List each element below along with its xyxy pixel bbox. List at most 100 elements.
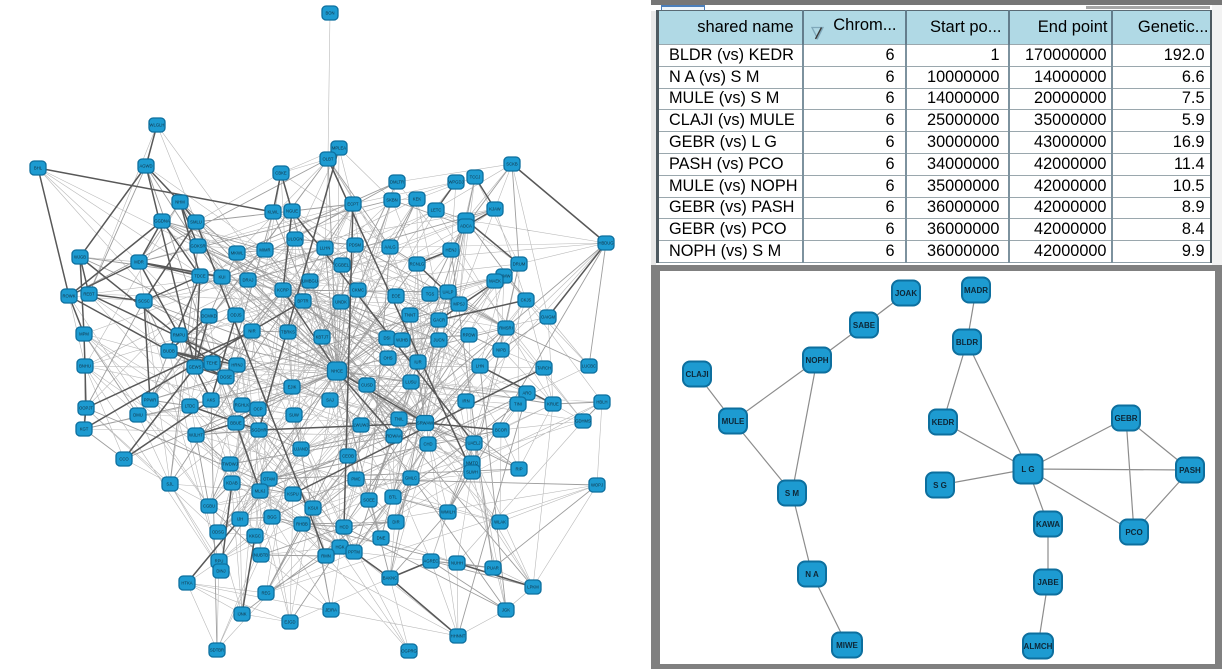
- svg-text:GEWS: GEWS: [189, 365, 202, 370]
- svg-text:RGHLK: RGHLK: [235, 403, 250, 408]
- svg-text:ODJS: ODJS: [230, 313, 241, 318]
- svg-text:DRAJ: DRAJ: [243, 278, 254, 283]
- svg-text:DMLTR: DMLTR: [390, 180, 404, 185]
- svg-text:EJGD: EJGD: [284, 620, 295, 625]
- svg-text:MIMR: MIMR: [259, 248, 270, 253]
- svg-text:GDHMS: GDHMS: [575, 419, 591, 424]
- svg-text:SABE: SABE: [853, 321, 876, 330]
- svg-text:KJAW: KJAW: [489, 207, 501, 212]
- svg-text:GOKSR: GOKSR: [190, 244, 205, 249]
- svg-text:ARO: ARO: [522, 391, 532, 396]
- svg-text:RMSRI: RMSRI: [499, 326, 513, 331]
- svg-text:PASH: PASH: [1179, 466, 1201, 475]
- svg-text:RMN: RMN: [321, 554, 331, 559]
- svg-text:KUI: KUI: [219, 275, 226, 280]
- svg-text:HCD: HCD: [339, 525, 348, 530]
- svg-text:ROWK: ROWK: [62, 294, 75, 299]
- svg-text:SLWH: SLWH: [466, 470, 478, 475]
- svg-text:KEK: KEK: [413, 197, 422, 202]
- svg-text:OHS: OHS: [383, 356, 392, 361]
- svg-text:UMBGU: UMBGU: [302, 279, 318, 284]
- svg-text:KBTJT: KBTJT: [316, 335, 329, 340]
- svg-text:REBT: REBT: [83, 292, 95, 297]
- svg-text:MAEK: MAEK: [489, 279, 501, 284]
- svg-text:HRNJ: HRNJ: [231, 363, 242, 368]
- svg-text:TARCH: TARCH: [537, 366, 551, 371]
- svg-text:S G: S G: [933, 481, 947, 490]
- svg-text:MDR: MDR: [134, 260, 144, 265]
- svg-text:DRUM: DRUM: [513, 262, 526, 267]
- svg-text:RPU: RPU: [215, 559, 224, 564]
- svg-text:BLDR: BLDR: [956, 338, 978, 347]
- svg-text:EOE: EOE: [392, 294, 401, 299]
- svg-text:S M: S M: [785, 489, 800, 498]
- svg-text:LETC: LETC: [431, 208, 442, 213]
- svg-text:KLWL: KLWL: [267, 210, 279, 215]
- svg-text:NIR: NIR: [248, 329, 255, 334]
- svg-text:DGSE: DGSE: [220, 375, 232, 380]
- svg-text:TNNT: TNNT: [404, 313, 416, 318]
- svg-text:DSI: DSI: [384, 336, 391, 341]
- svg-text:CCO: CCO: [119, 457, 129, 462]
- svg-text:PUMW: PUMW: [497, 274, 510, 279]
- svg-text:ALMCH: ALMCH: [1024, 642, 1053, 651]
- svg-text:JGK: JGK: [502, 608, 510, 613]
- svg-text:DCMKD: DCMKD: [201, 314, 216, 319]
- svg-text:NUHH: NUHH: [451, 561, 463, 566]
- svg-text:OCP: OCP: [253, 407, 262, 412]
- svg-text:RPDW: RPDW: [463, 333, 476, 338]
- svg-text:MADR: MADR: [964, 286, 988, 295]
- svg-text:BON: BON: [325, 11, 334, 16]
- svg-text:DIR: DIR: [392, 520, 399, 525]
- svg-text:UAELJ: UAELJ: [467, 441, 480, 446]
- svg-text:CHD: CHD: [423, 442, 432, 447]
- svg-text:LHN: LHN: [476, 364, 484, 369]
- svg-text:RHBB: RHBB: [296, 522, 308, 527]
- svg-text:BNHU: BNHU: [79, 364, 91, 369]
- svg-text:TWDWJ: TWDWJ: [222, 462, 238, 467]
- svg-text:LWUWJ: LWUWJ: [353, 423, 368, 428]
- svg-text:KSUI: KSUI: [308, 506, 318, 511]
- svg-text:DINJ: DINJ: [216, 569, 225, 574]
- svg-text:RDWAA: RDWAA: [386, 434, 402, 439]
- svg-text:IUR: IUR: [414, 360, 421, 365]
- svg-text:HHNNT: HHNNT: [451, 634, 466, 639]
- svg-text:AKS: AKS: [207, 398, 216, 403]
- svg-text:SJL: SJL: [166, 482, 174, 487]
- svg-text:CUSD: CUSD: [361, 383, 373, 388]
- svg-text:IJNK: IJNK: [237, 612, 246, 617]
- svg-text:WJGB: WJGB: [74, 255, 86, 260]
- svg-text:LLHN: LLHN: [320, 246, 331, 251]
- svg-text:GGDNA: GGDNA: [154, 219, 170, 224]
- svg-text:MKWL: MKWL: [231, 251, 244, 256]
- svg-text:WMILH: WMILH: [441, 510, 455, 515]
- svg-text:NMTO: NMTO: [466, 461, 479, 466]
- svg-text:WPGDJ: WPGDJ: [448, 180, 463, 185]
- svg-text:GMLC: GMLC: [405, 476, 417, 481]
- svg-text:MPLEA: MPLEA: [332, 146, 346, 151]
- svg-text:IRN: IRN: [462, 399, 469, 404]
- svg-text:WJLHT: WJLHT: [189, 433, 203, 438]
- svg-text:HGK: HGK: [335, 545, 344, 550]
- svg-text:AGREC: AGREC: [424, 559, 439, 564]
- svg-text:UNDK: UNDK: [335, 300, 347, 305]
- svg-text:PUAR: PUAR: [487, 566, 499, 571]
- svg-text:OLBT: OLBT: [323, 157, 334, 162]
- svg-text:NOPH: NOPH: [805, 356, 828, 365]
- svg-text:ADCA: ADCA: [460, 224, 472, 229]
- svg-text:ULOGN: ULOGN: [288, 237, 303, 242]
- svg-text:KKGC: KKGC: [249, 534, 261, 539]
- svg-text:PCO: PCO: [1125, 528, 1142, 537]
- svg-text:NGUE: NGUE: [286, 209, 298, 214]
- svg-text:KSPU: KSPU: [287, 492, 298, 497]
- svg-text:DNE: DNE: [377, 536, 386, 541]
- svg-text:ECPT: ECPT: [347, 202, 359, 207]
- svg-text:AALG: AALG: [384, 245, 395, 250]
- svg-text:TNIL: TNIL: [394, 417, 404, 422]
- svg-text:SGDHR: SGDHR: [251, 428, 266, 433]
- svg-text:TDCE: TDCE: [194, 274, 206, 279]
- svg-text:OOPJT: OOPJT: [79, 406, 93, 411]
- svg-text:SUW: SUW: [289, 413, 299, 418]
- svg-text:RCNLG: RCNLG: [410, 262, 425, 267]
- svg-text:HBDUG: HBDUG: [598, 241, 613, 246]
